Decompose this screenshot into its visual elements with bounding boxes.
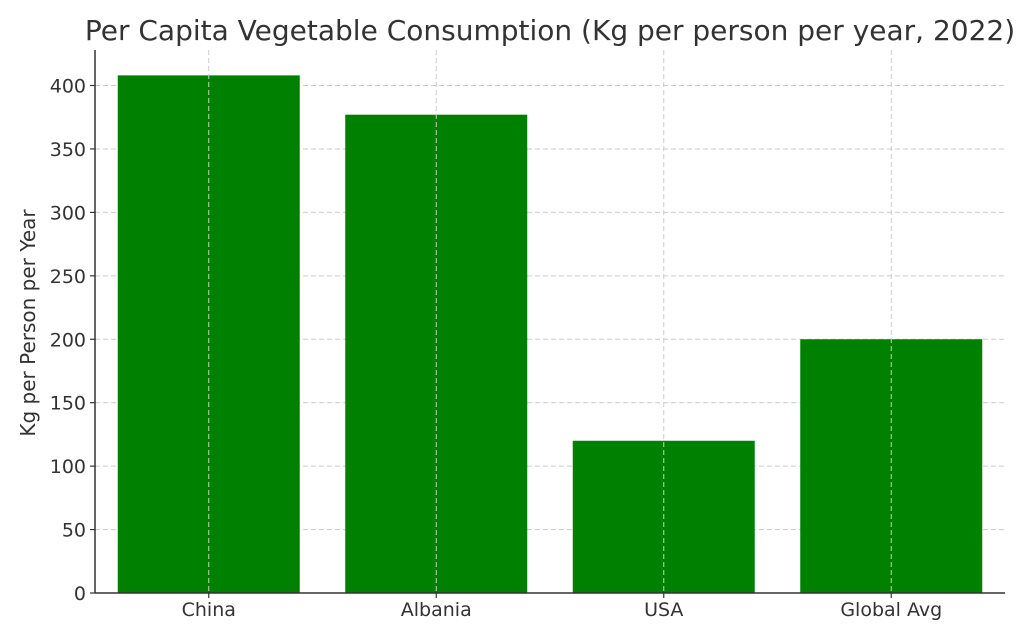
y-tick-label-50: 50 (62, 520, 86, 542)
y-tick-label-200: 200 (50, 329, 86, 351)
y-tick-label-400: 400 (50, 76, 86, 98)
y-axis-label: Kg per Person per Year (16, 209, 40, 437)
vertical-grid (208, 50, 892, 593)
y-tick-label-0: 0 (74, 583, 86, 605)
y-tick-label-100: 100 (50, 456, 86, 478)
y-tick-label-150: 150 (50, 393, 86, 415)
y-tick-label-350: 350 (50, 139, 86, 161)
y-ticks: 0 50 100 150 200 250 300 350 400 (50, 76, 95, 605)
chart-title: Per Capita Vegetable Consumption (Kg per… (85, 14, 1015, 47)
axes (94, 50, 1005, 594)
x-tick-label-3: USA (644, 599, 683, 621)
y-tick-label-250: 250 (50, 266, 86, 288)
bars (117, 75, 983, 593)
x-tick-label-2: Albania (401, 599, 472, 621)
x-tick-label-1: China (182, 599, 236, 621)
y-tick-label-300: 300 (50, 202, 86, 224)
x-tick-label-4: Global Avg (840, 599, 942, 621)
x-ticks: China Albania USA Global Avg (182, 593, 942, 621)
